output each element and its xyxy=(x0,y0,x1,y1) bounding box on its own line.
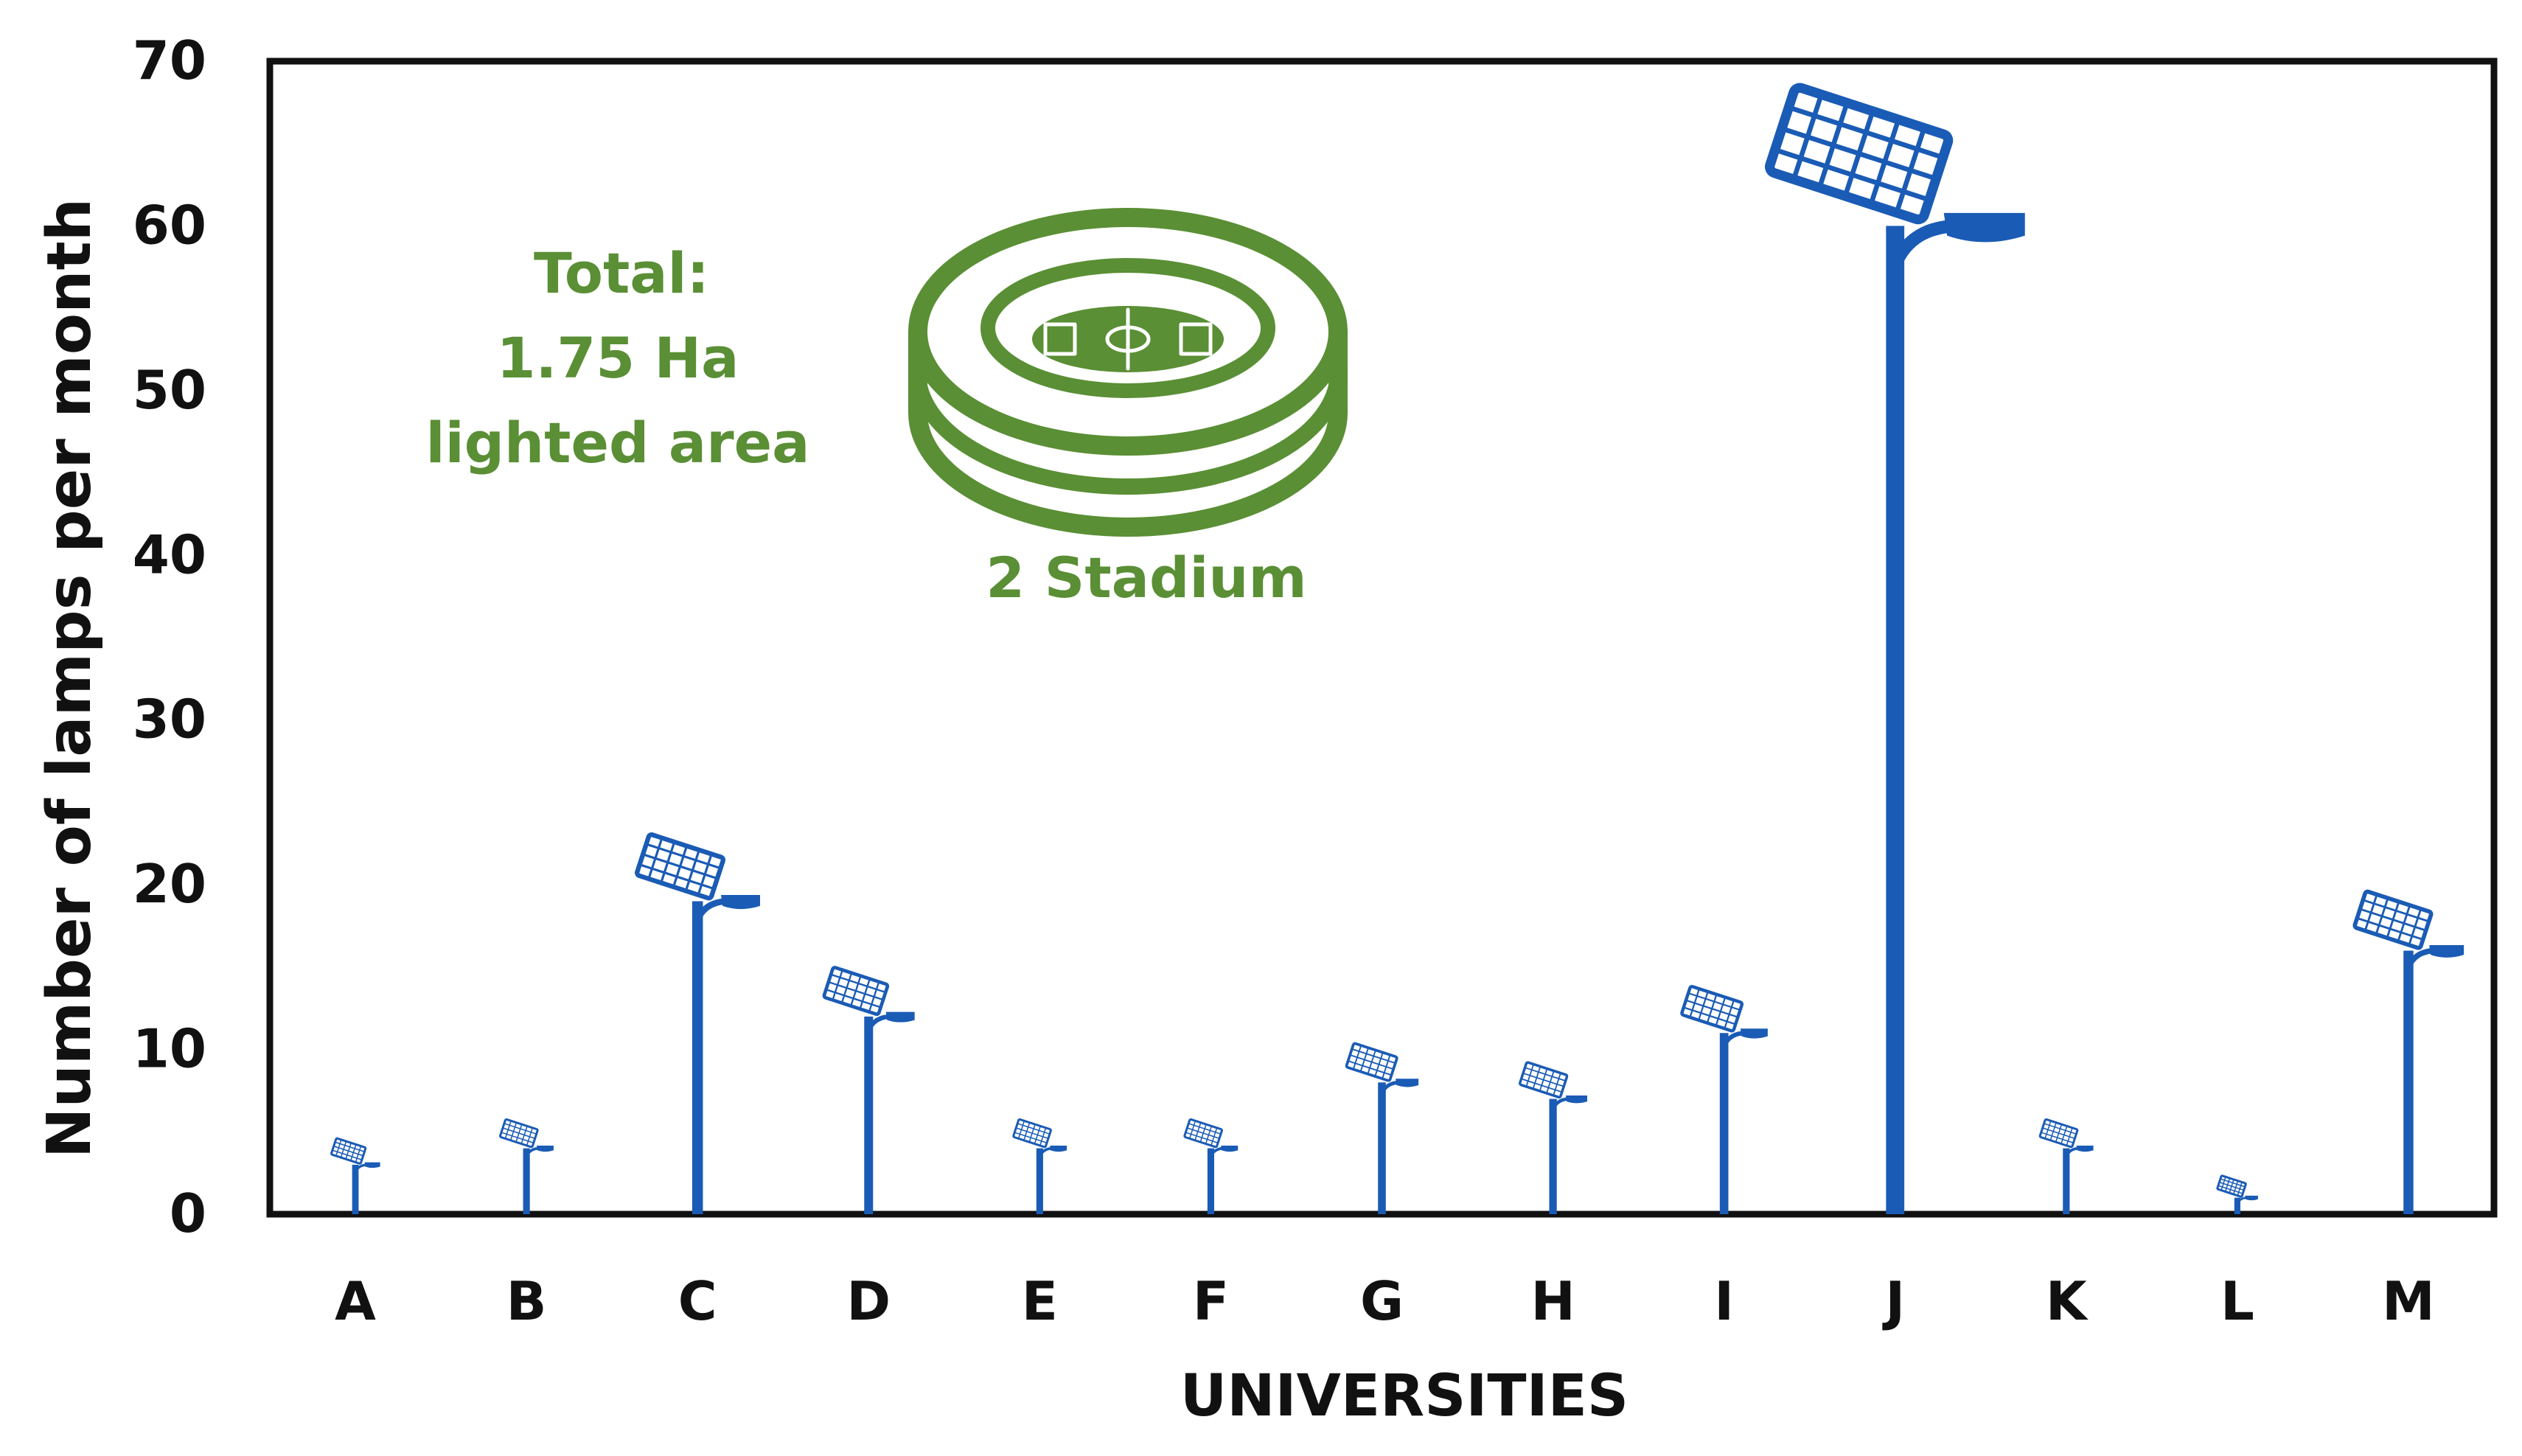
x-tick-label-E: E xyxy=(1022,1270,1058,1332)
solar-panel xyxy=(822,966,890,1017)
x-tick-label-B: B xyxy=(506,1270,547,1332)
y-tick-label: 70 xyxy=(133,29,206,91)
lamp-pole xyxy=(1378,1082,1386,1214)
y-tick-label: 20 xyxy=(133,853,206,915)
x-tick-label-L: L xyxy=(2220,1270,2254,1332)
solar-panel xyxy=(1183,1118,1223,1149)
x-tick-label-J: J xyxy=(1881,1270,1905,1332)
solar-panel xyxy=(1518,1061,1569,1099)
y-axis-title: Number of lamps per month xyxy=(35,198,105,1158)
total-line-3: lighted area xyxy=(426,410,810,476)
solar-panel xyxy=(499,1118,539,1149)
plot-frame xyxy=(266,58,2498,1218)
lamp-pole xyxy=(352,1164,359,1214)
x-tick-label-F: F xyxy=(1193,1270,1229,1332)
y-tick-label: 30 xyxy=(133,689,206,750)
lamp-pole xyxy=(1036,1148,1043,1214)
lamp-head xyxy=(1565,1095,1587,1104)
lamp-bar-I xyxy=(1680,985,1768,1214)
stadium-label: 2 Stadium xyxy=(986,545,1306,610)
lamp-bar-A xyxy=(330,1137,380,1214)
x-tick-label-M: M xyxy=(2382,1270,2435,1332)
y-tick-label: 60 xyxy=(133,194,206,256)
lamp-head xyxy=(885,1011,915,1023)
lamp-head xyxy=(1050,1145,1067,1152)
lamp-bar-E xyxy=(1012,1118,1067,1214)
x-tick-label-A: A xyxy=(335,1270,376,1332)
lamp-bars xyxy=(330,83,2464,1214)
x-tick-label-C: C xyxy=(678,1270,717,1332)
solar-panel xyxy=(1680,985,1744,1033)
lamp-bar-F xyxy=(1183,1118,1239,1214)
lamp-bar-G xyxy=(1345,1042,1419,1214)
solar-panel xyxy=(2352,889,2434,950)
y-tick-label: 10 xyxy=(133,1018,206,1080)
lamp-pole xyxy=(692,901,703,1214)
lamp-head xyxy=(2076,1145,2094,1152)
lamp-bar-K xyxy=(2038,1118,2094,1214)
x-tick-label-D: D xyxy=(846,1270,891,1332)
annotation-block: Total: 1.75 Ha lighted area 2 Stadium xyxy=(426,208,1348,610)
y-tick-label: 50 xyxy=(133,359,206,421)
lamp-bar-C xyxy=(635,832,760,1214)
total-line-1: Total: xyxy=(534,240,709,306)
lamp-pole xyxy=(1886,226,1905,1214)
x-axis-title: UNIVERSITIES xyxy=(1180,1363,1628,1429)
lamp-bar-J xyxy=(1765,83,2025,1214)
solar-panel xyxy=(2038,1118,2079,1149)
stadium-icon xyxy=(908,208,1348,537)
lamp-head xyxy=(1396,1079,1419,1087)
y-ticks: 0 10 20 30 40 50 60 70 xyxy=(133,29,206,1244)
total-line-2: 1.75 Ha xyxy=(497,325,739,391)
lamp-pole xyxy=(2234,1197,2240,1214)
x-tick-labels: A B C D E F G H I J K L M xyxy=(335,1270,2435,1332)
solar-panel xyxy=(1345,1042,1398,1082)
lamp-bar-M xyxy=(2352,889,2464,1214)
lamp-bar-L xyxy=(2216,1174,2258,1214)
lamp-head xyxy=(536,1145,554,1152)
lamp-head xyxy=(2245,1195,2258,1201)
y-tick-label: 0 xyxy=(170,1182,206,1244)
lamp-head xyxy=(1943,212,2025,243)
x-tick-label-K: K xyxy=(2046,1270,2089,1332)
lamp-pole xyxy=(1207,1148,1214,1214)
lamp-head xyxy=(720,895,760,910)
x-tick-label-H: H xyxy=(1530,1270,1575,1332)
solar-panel xyxy=(1012,1118,1052,1149)
y-tick-label: 40 xyxy=(133,523,206,585)
solar-panel xyxy=(330,1137,367,1165)
lamp-pole xyxy=(2403,950,2414,1214)
lamp-pole xyxy=(2063,1148,2070,1214)
x-tick-label-I: I xyxy=(1714,1270,1734,1332)
lamp-bar-D xyxy=(822,966,915,1214)
lamp-pole xyxy=(1549,1098,1557,1214)
lamp-pole xyxy=(1719,1033,1729,1214)
lamp-head xyxy=(2429,944,2464,958)
lamp-pole xyxy=(523,1148,530,1214)
x-tick-label-G: G xyxy=(1360,1270,1404,1332)
solar-panel xyxy=(635,832,726,901)
lamp-head xyxy=(364,1162,380,1168)
lamp-head xyxy=(1740,1028,1768,1039)
lamp-bar-B xyxy=(499,1118,554,1214)
solar-panel xyxy=(2216,1174,2247,1198)
lamp-head xyxy=(1221,1145,1239,1152)
lamp-bar-H xyxy=(1518,1061,1587,1214)
solar-panel xyxy=(1765,83,1954,225)
lamp-pole xyxy=(864,1016,874,1214)
